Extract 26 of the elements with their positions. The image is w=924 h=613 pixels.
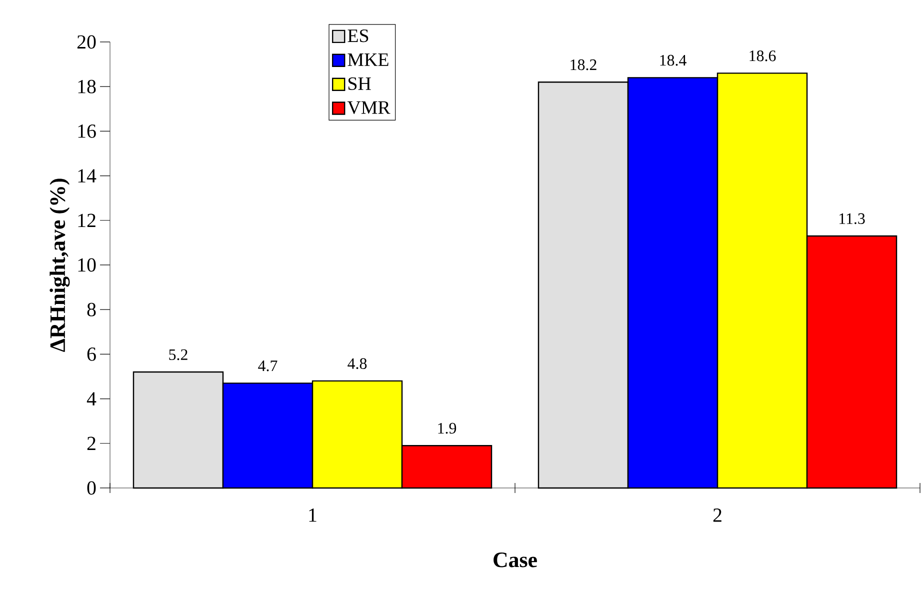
data-label: 18.6 xyxy=(750,50,776,62)
data-label: 4.7 xyxy=(258,360,278,372)
legend-label: VMR xyxy=(347,101,390,114)
data-label: 1.9 xyxy=(438,422,456,434)
data-label: 11.3 xyxy=(840,213,865,224)
y-tick-label: 2 xyxy=(87,436,96,450)
y-tick-label: 20 xyxy=(77,35,96,49)
x-tick-label: 1 xyxy=(309,508,316,522)
data-label: 4.8 xyxy=(348,358,367,370)
y-tick-label: 0 xyxy=(87,481,96,495)
y-tick-label: 14 xyxy=(78,169,96,182)
legend-label: MKE xyxy=(348,53,388,66)
legend-label: ES xyxy=(348,29,368,42)
data-label: 18.2 xyxy=(570,59,596,70)
y-tick-label: 6 xyxy=(87,347,96,361)
legend-label: SH xyxy=(348,77,371,90)
x-axis-title: Case xyxy=(494,552,537,568)
y-tick-label: 10 xyxy=(78,258,96,272)
data-label: 18.4 xyxy=(660,54,686,66)
y-tick-label: 12 xyxy=(78,214,96,227)
y-tick-label: 4 xyxy=(86,392,96,406)
y-tick-label: 16 xyxy=(78,124,96,138)
y-tick-label: 8 xyxy=(87,302,96,316)
y-axis-title: ΔRHnight,ave (%) xyxy=(50,178,70,352)
y-tick-label: 18 xyxy=(78,80,96,94)
data-label: 5.2 xyxy=(169,349,188,360)
